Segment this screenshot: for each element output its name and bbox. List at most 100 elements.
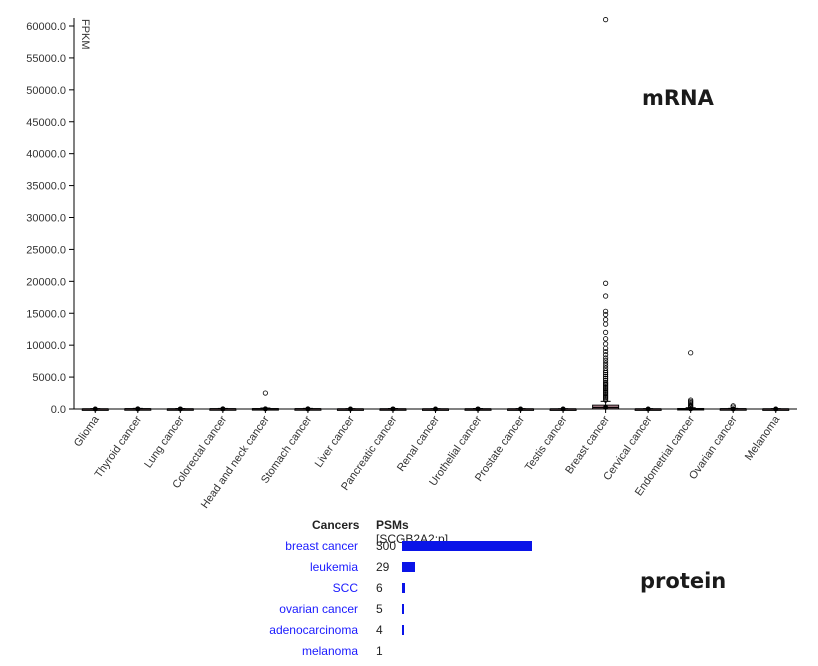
protein-row: breast cancer 300 bbox=[0, 539, 560, 560]
psm-count: 4 bbox=[376, 623, 383, 637]
y-tick-label: 40000.0 bbox=[26, 149, 66, 161]
y-tick-label: 20000.0 bbox=[26, 276, 66, 288]
psm-count: 300 bbox=[376, 539, 397, 553]
outlier-point bbox=[603, 345, 609, 351]
outlier-point bbox=[603, 336, 609, 342]
y-tick-label: 60000.0 bbox=[26, 21, 66, 33]
box-median-dot bbox=[560, 406, 566, 412]
outlier-point bbox=[603, 348, 609, 355]
protein-label: protein bbox=[640, 569, 727, 593]
outlier-point bbox=[603, 293, 609, 299]
box-0 bbox=[81, 406, 109, 412]
y-tick-label: 5000.0 bbox=[32, 372, 66, 384]
x-tick-label: Thyroid cancer bbox=[93, 414, 145, 481]
y-axis: 0.0 5000.0 10000.0 15000.0 20000.0 25000.0 300… bbox=[26, 18, 797, 416]
box-5 bbox=[294, 406, 322, 412]
box-median-dot bbox=[433, 406, 438, 412]
psm-count: 5 bbox=[376, 602, 383, 616]
box-median-dot bbox=[347, 406, 353, 412]
y-tick-label: 10000.0 bbox=[26, 340, 66, 352]
outlier-point bbox=[262, 390, 268, 396]
box-median-dot bbox=[475, 406, 481, 412]
outlier-point bbox=[603, 365, 609, 371]
y-tick-label: 25000.0 bbox=[26, 244, 66, 256]
outlier-point bbox=[603, 17, 609, 23]
box-median-dot bbox=[603, 404, 609, 410]
outlier-point bbox=[603, 317, 609, 323]
y-tick-label: 55000.0 bbox=[26, 53, 66, 65]
box-median-dot bbox=[305, 406, 311, 412]
box-median-dot bbox=[135, 406, 141, 412]
outlier-point bbox=[603, 373, 609, 380]
y-tick-label: 0.0 bbox=[51, 404, 66, 416]
outlier-point bbox=[603, 341, 609, 347]
y-tick-label: 35000.0 bbox=[26, 181, 66, 193]
box-4 bbox=[251, 390, 279, 412]
protein-row: adenocarcinoma 4 bbox=[0, 623, 560, 644]
outlier-point bbox=[603, 371, 609, 378]
outlier-point bbox=[730, 403, 736, 409]
outlier-point bbox=[603, 308, 609, 314]
psm-count: 1 bbox=[376, 644, 383, 658]
outlier-point bbox=[603, 329, 609, 335]
cancer-link[interactable]: ovarian cancer bbox=[279, 602, 358, 616]
outlier-point bbox=[603, 368, 609, 374]
y-tick-label: 45000.0 bbox=[26, 117, 66, 129]
box-median-dot bbox=[262, 406, 268, 412]
outlier-point bbox=[603, 379, 609, 385]
psm-count: 6 bbox=[376, 581, 383, 595]
psm-bar bbox=[402, 625, 404, 635]
outlier-point bbox=[603, 377, 609, 383]
box-7 bbox=[379, 406, 407, 412]
cancer-link[interactable]: melanoma bbox=[301, 644, 358, 658]
protein-row: melanoma 1 bbox=[0, 644, 560, 665]
box-median-dot bbox=[92, 406, 98, 412]
box-15 bbox=[719, 403, 747, 412]
outlier-point bbox=[603, 321, 609, 327]
box-6 bbox=[336, 406, 364, 412]
y-axis-title: FPKM bbox=[79, 19, 91, 50]
box-2 bbox=[166, 406, 194, 412]
cancer-link[interactable]: breast cancer bbox=[285, 539, 358, 553]
psm-bar bbox=[402, 583, 405, 593]
y-tick-label: 30000.0 bbox=[26, 213, 66, 225]
cancer-link[interactable]: adenocarcinoma bbox=[269, 623, 358, 637]
box-median-dot bbox=[773, 406, 779, 412]
mrna-label: mRNA bbox=[642, 86, 714, 110]
box-14 bbox=[677, 350, 705, 412]
cancer-link[interactable]: leukemia bbox=[309, 560, 358, 574]
box-12 bbox=[592, 17, 620, 410]
psm-bar bbox=[402, 562, 415, 572]
protein-row: SCC 6 bbox=[0, 581, 560, 602]
x-tick-label: Melanoma bbox=[743, 413, 783, 463]
box-1 bbox=[124, 406, 152, 412]
x-tick-label: Lung cancer bbox=[142, 414, 187, 471]
outlier-point bbox=[603, 280, 609, 286]
x-tick-label: Testis cancer bbox=[523, 414, 570, 474]
outlier-point bbox=[688, 350, 694, 356]
cancer-link[interactable]: SCC bbox=[332, 581, 358, 595]
protein-row: ovarian cancer 5 bbox=[0, 602, 560, 623]
outlier-point bbox=[603, 362, 609, 369]
box-median-dot bbox=[645, 406, 651, 412]
box-median-dot bbox=[177, 406, 183, 412]
x-tick-label: Glioma bbox=[72, 413, 102, 449]
box-11 bbox=[549, 406, 577, 412]
box-9 bbox=[464, 406, 492, 412]
mrna-boxplot: 0.0 5000.0 10000.0 15000.0 20000.0 25000.0 300… bbox=[26, 17, 797, 511]
box-median-dot bbox=[390, 406, 396, 412]
outlier-point bbox=[603, 375, 609, 381]
y-tick-label: 15000.0 bbox=[26, 308, 66, 320]
psm-count: 29 bbox=[376, 560, 390, 574]
boxes bbox=[81, 17, 790, 412]
psms-header-label: PSMs bbox=[376, 518, 409, 532]
box-median-dot bbox=[220, 406, 226, 412]
outlier-point bbox=[603, 355, 609, 361]
box-median-dot bbox=[518, 406, 524, 412]
outlier-point bbox=[603, 311, 609, 318]
box-10 bbox=[507, 406, 535, 412]
cancers-header: Cancers bbox=[312, 518, 360, 532]
outlier-point bbox=[603, 357, 609, 364]
psm-bar bbox=[402, 604, 404, 614]
box-13 bbox=[634, 406, 662, 412]
